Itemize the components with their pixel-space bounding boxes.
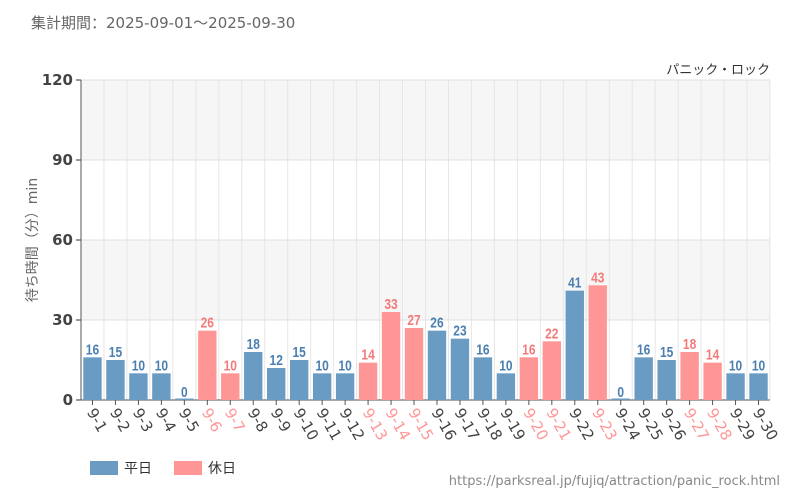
data-label: 26 bbox=[201, 314, 215, 331]
data-label: 22 bbox=[545, 325, 559, 342]
data-label: 41 bbox=[568, 274, 582, 291]
bar bbox=[335, 373, 355, 400]
data-label: 18 bbox=[247, 336, 261, 353]
bar bbox=[152, 373, 171, 400]
bar bbox=[427, 330, 447, 400]
legend-holiday: 休日 bbox=[174, 458, 236, 478]
data-label: 14 bbox=[361, 346, 375, 363]
bar bbox=[565, 290, 584, 400]
bar bbox=[519, 357, 539, 400]
chart-title: パニック・ロック bbox=[666, 63, 770, 78]
bar bbox=[175, 398, 194, 400]
bar bbox=[106, 360, 125, 400]
x-tick-label: 9-6 bbox=[198, 405, 226, 435]
bar bbox=[588, 285, 607, 400]
bar bbox=[129, 373, 148, 400]
bar bbox=[634, 357, 653, 400]
bar bbox=[703, 362, 722, 400]
bar bbox=[749, 373, 768, 400]
data-label: 15 bbox=[293, 344, 307, 361]
source-url: https://parksreal.jp/fujiq/attraction/pa… bbox=[448, 474, 780, 489]
data-label: 16 bbox=[522, 341, 536, 358]
bar bbox=[289, 360, 309, 400]
x-tick-label: 9-7 bbox=[221, 405, 249, 435]
bar bbox=[726, 373, 745, 400]
data-label: 23 bbox=[453, 322, 467, 339]
y-tick-label: 120 bbox=[42, 71, 73, 89]
data-label: 43 bbox=[591, 269, 605, 286]
bar bbox=[198, 330, 217, 400]
data-label: 10 bbox=[155, 357, 168, 374]
data-label: 26 bbox=[430, 314, 444, 331]
data-label: 15 bbox=[109, 344, 123, 361]
data-label: 10 bbox=[729, 357, 742, 374]
legend: 平日 休日 bbox=[90, 458, 236, 478]
data-label: 16 bbox=[476, 341, 490, 358]
bar bbox=[267, 368, 286, 400]
data-label: 16 bbox=[86, 341, 100, 358]
y-axis-label: 待ち時間（分）min bbox=[25, 178, 41, 302]
bar bbox=[450, 338, 470, 400]
data-label: 10 bbox=[132, 357, 145, 374]
x-tick-label: 9-2 bbox=[106, 405, 134, 435]
data-label: 10 bbox=[338, 357, 351, 374]
data-label: 10 bbox=[752, 357, 765, 374]
x-tick-label: 9-5 bbox=[175, 405, 203, 435]
data-label: 12 bbox=[270, 352, 284, 369]
data-label: 10 bbox=[499, 357, 512, 374]
bar bbox=[381, 312, 401, 400]
bar bbox=[611, 398, 630, 400]
bar bbox=[244, 352, 263, 400]
y-tick-label: 90 bbox=[52, 151, 73, 169]
data-label: 14 bbox=[706, 346, 720, 363]
data-label: 15 bbox=[660, 344, 674, 361]
bar bbox=[83, 357, 102, 400]
x-tick-label: 9-1 bbox=[83, 405, 111, 435]
legend-swatch-weekday bbox=[90, 461, 118, 475]
bar bbox=[312, 373, 332, 400]
y-tick-label: 0 bbox=[63, 391, 73, 409]
period-label: 集計期間：2025-09-01～2025-09-30 bbox=[31, 14, 296, 32]
data-label: 27 bbox=[407, 312, 420, 329]
data-label: 33 bbox=[384, 296, 398, 313]
data-label: 10 bbox=[315, 357, 328, 374]
x-tick-label: 9-30 bbox=[749, 405, 782, 443]
bar bbox=[680, 352, 699, 400]
legend-label-holiday: 休日 bbox=[208, 461, 236, 477]
bar bbox=[358, 362, 378, 400]
bar bbox=[542, 341, 562, 400]
data-label: 0 bbox=[617, 384, 624, 401]
legend-weekday: 平日 bbox=[90, 458, 152, 478]
data-label: 0 bbox=[181, 384, 188, 401]
x-tick-label: 9-3 bbox=[129, 405, 157, 435]
x-tick-label: 9-8 bbox=[244, 405, 272, 435]
legend-swatch-holiday bbox=[174, 461, 202, 475]
data-label: 16 bbox=[637, 341, 651, 358]
x-tick-label: 9-4 bbox=[152, 405, 180, 435]
y-tick-label: 60 bbox=[52, 231, 73, 249]
bar bbox=[473, 357, 493, 400]
bar bbox=[221, 373, 240, 400]
bar bbox=[657, 360, 676, 400]
data-label: 18 bbox=[683, 336, 697, 353]
y-tick-label: 30 bbox=[52, 311, 73, 329]
data-label: 10 bbox=[224, 357, 237, 374]
bar bbox=[496, 373, 516, 400]
bar bbox=[404, 328, 424, 400]
x-tick-label: 9-9 bbox=[267, 405, 295, 435]
legend-label-weekday: 平日 bbox=[124, 461, 152, 477]
